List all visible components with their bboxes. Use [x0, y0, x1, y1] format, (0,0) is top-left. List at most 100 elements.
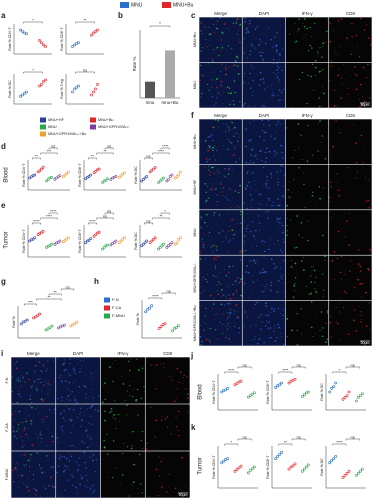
speckle	[213, 31, 215, 33]
speckle	[265, 314, 268, 316]
speckle	[294, 262, 297, 265]
sig-bracket	[40, 217, 58, 220]
data-point	[36, 314, 40, 318]
speckle	[98, 395, 100, 397]
speckle	[252, 221, 254, 223]
speckle	[42, 421, 44, 423]
speckle	[310, 326, 313, 329]
speckle	[186, 393, 189, 396]
speckle	[345, 223, 347, 224]
data-point	[141, 242, 145, 246]
data-point	[356, 395, 360, 399]
speckle	[296, 329, 298, 331]
speckle	[335, 321, 337, 323]
sig-label: *	[32, 17, 34, 22]
speckle	[273, 263, 275, 265]
speckle	[89, 407, 92, 409]
data-point	[77, 84, 80, 88]
speckle	[277, 227, 279, 229]
speckle	[364, 177, 367, 179]
speckle	[220, 84, 222, 86]
legend-label: F-MNU	[112, 313, 125, 318]
speckle	[240, 210, 242, 213]
speckle	[286, 230, 289, 232]
speckle	[261, 240, 264, 242]
speckle	[70, 394, 72, 396]
sig-bracket	[144, 157, 153, 160]
speckle	[235, 55, 238, 58]
data-point	[25, 318, 29, 322]
speckle	[228, 87, 231, 89]
speckle	[235, 305, 236, 306]
speckle	[47, 459, 49, 461]
speckle	[219, 156, 220, 158]
speckle	[270, 172, 272, 175]
sig-bracket	[224, 371, 239, 374]
speckle	[346, 167, 349, 169]
speckle	[216, 200, 218, 203]
speckle	[269, 273, 271, 275]
speckle	[212, 308, 213, 309]
speckle	[228, 199, 230, 201]
micrograph	[199, 255, 242, 301]
data-point	[165, 179, 169, 183]
speckle	[41, 390, 43, 392]
data-point	[50, 175, 53, 179]
speckle	[360, 318, 362, 320]
speckle	[205, 201, 207, 203]
speckle	[235, 290, 238, 292]
speckle	[314, 288, 316, 290]
speckle	[289, 181, 291, 183]
speckle	[163, 363, 165, 365]
micrograph	[242, 300, 286, 346]
speckle	[367, 269, 370, 271]
sig-bracket	[237, 438, 252, 441]
speckle	[282, 241, 285, 243]
speckle	[343, 290, 346, 293]
speckle	[315, 75, 317, 77]
speckle	[154, 436, 156, 438]
micrograph	[329, 164, 372, 210]
speckle	[362, 161, 364, 163]
speckle	[236, 33, 238, 35]
data-point	[87, 238, 91, 242]
speckle	[231, 229, 234, 232]
speckle	[247, 224, 249, 226]
speckle	[262, 244, 263, 245]
speckle	[355, 88, 358, 91]
speckle	[229, 178, 231, 180]
speckle	[209, 171, 212, 173]
speckle	[277, 72, 279, 74]
speckle	[254, 298, 255, 299]
data-point	[61, 175, 65, 179]
speckle	[243, 282, 245, 284]
data-point	[41, 165, 45, 169]
speckle	[220, 86, 222, 88]
speckle	[272, 62, 274, 65]
speckle	[237, 341, 239, 342]
speckle	[95, 458, 98, 461]
speckle	[234, 280, 237, 282]
micrograph	[285, 62, 329, 108]
data-point	[278, 452, 282, 456]
speckle	[251, 95, 253, 97]
speckle	[274, 242, 275, 244]
speckle	[296, 246, 298, 249]
speckle	[103, 385, 104, 386]
speckle	[240, 278, 243, 281]
speckle	[246, 27, 248, 30]
speckle	[294, 22, 296, 24]
data-point	[246, 471, 250, 475]
speckle	[129, 394, 131, 396]
speckle	[208, 339, 211, 342]
micrograph	[242, 119, 286, 165]
speckle	[245, 249, 247, 252]
speckle	[252, 26, 254, 27]
speckle	[208, 33, 211, 36]
speckle	[282, 48, 284, 50]
speckle	[146, 442, 148, 445]
data-point	[92, 234, 96, 238]
data-point	[71, 45, 74, 48]
speckle	[283, 100, 284, 102]
speckle	[262, 161, 264, 162]
